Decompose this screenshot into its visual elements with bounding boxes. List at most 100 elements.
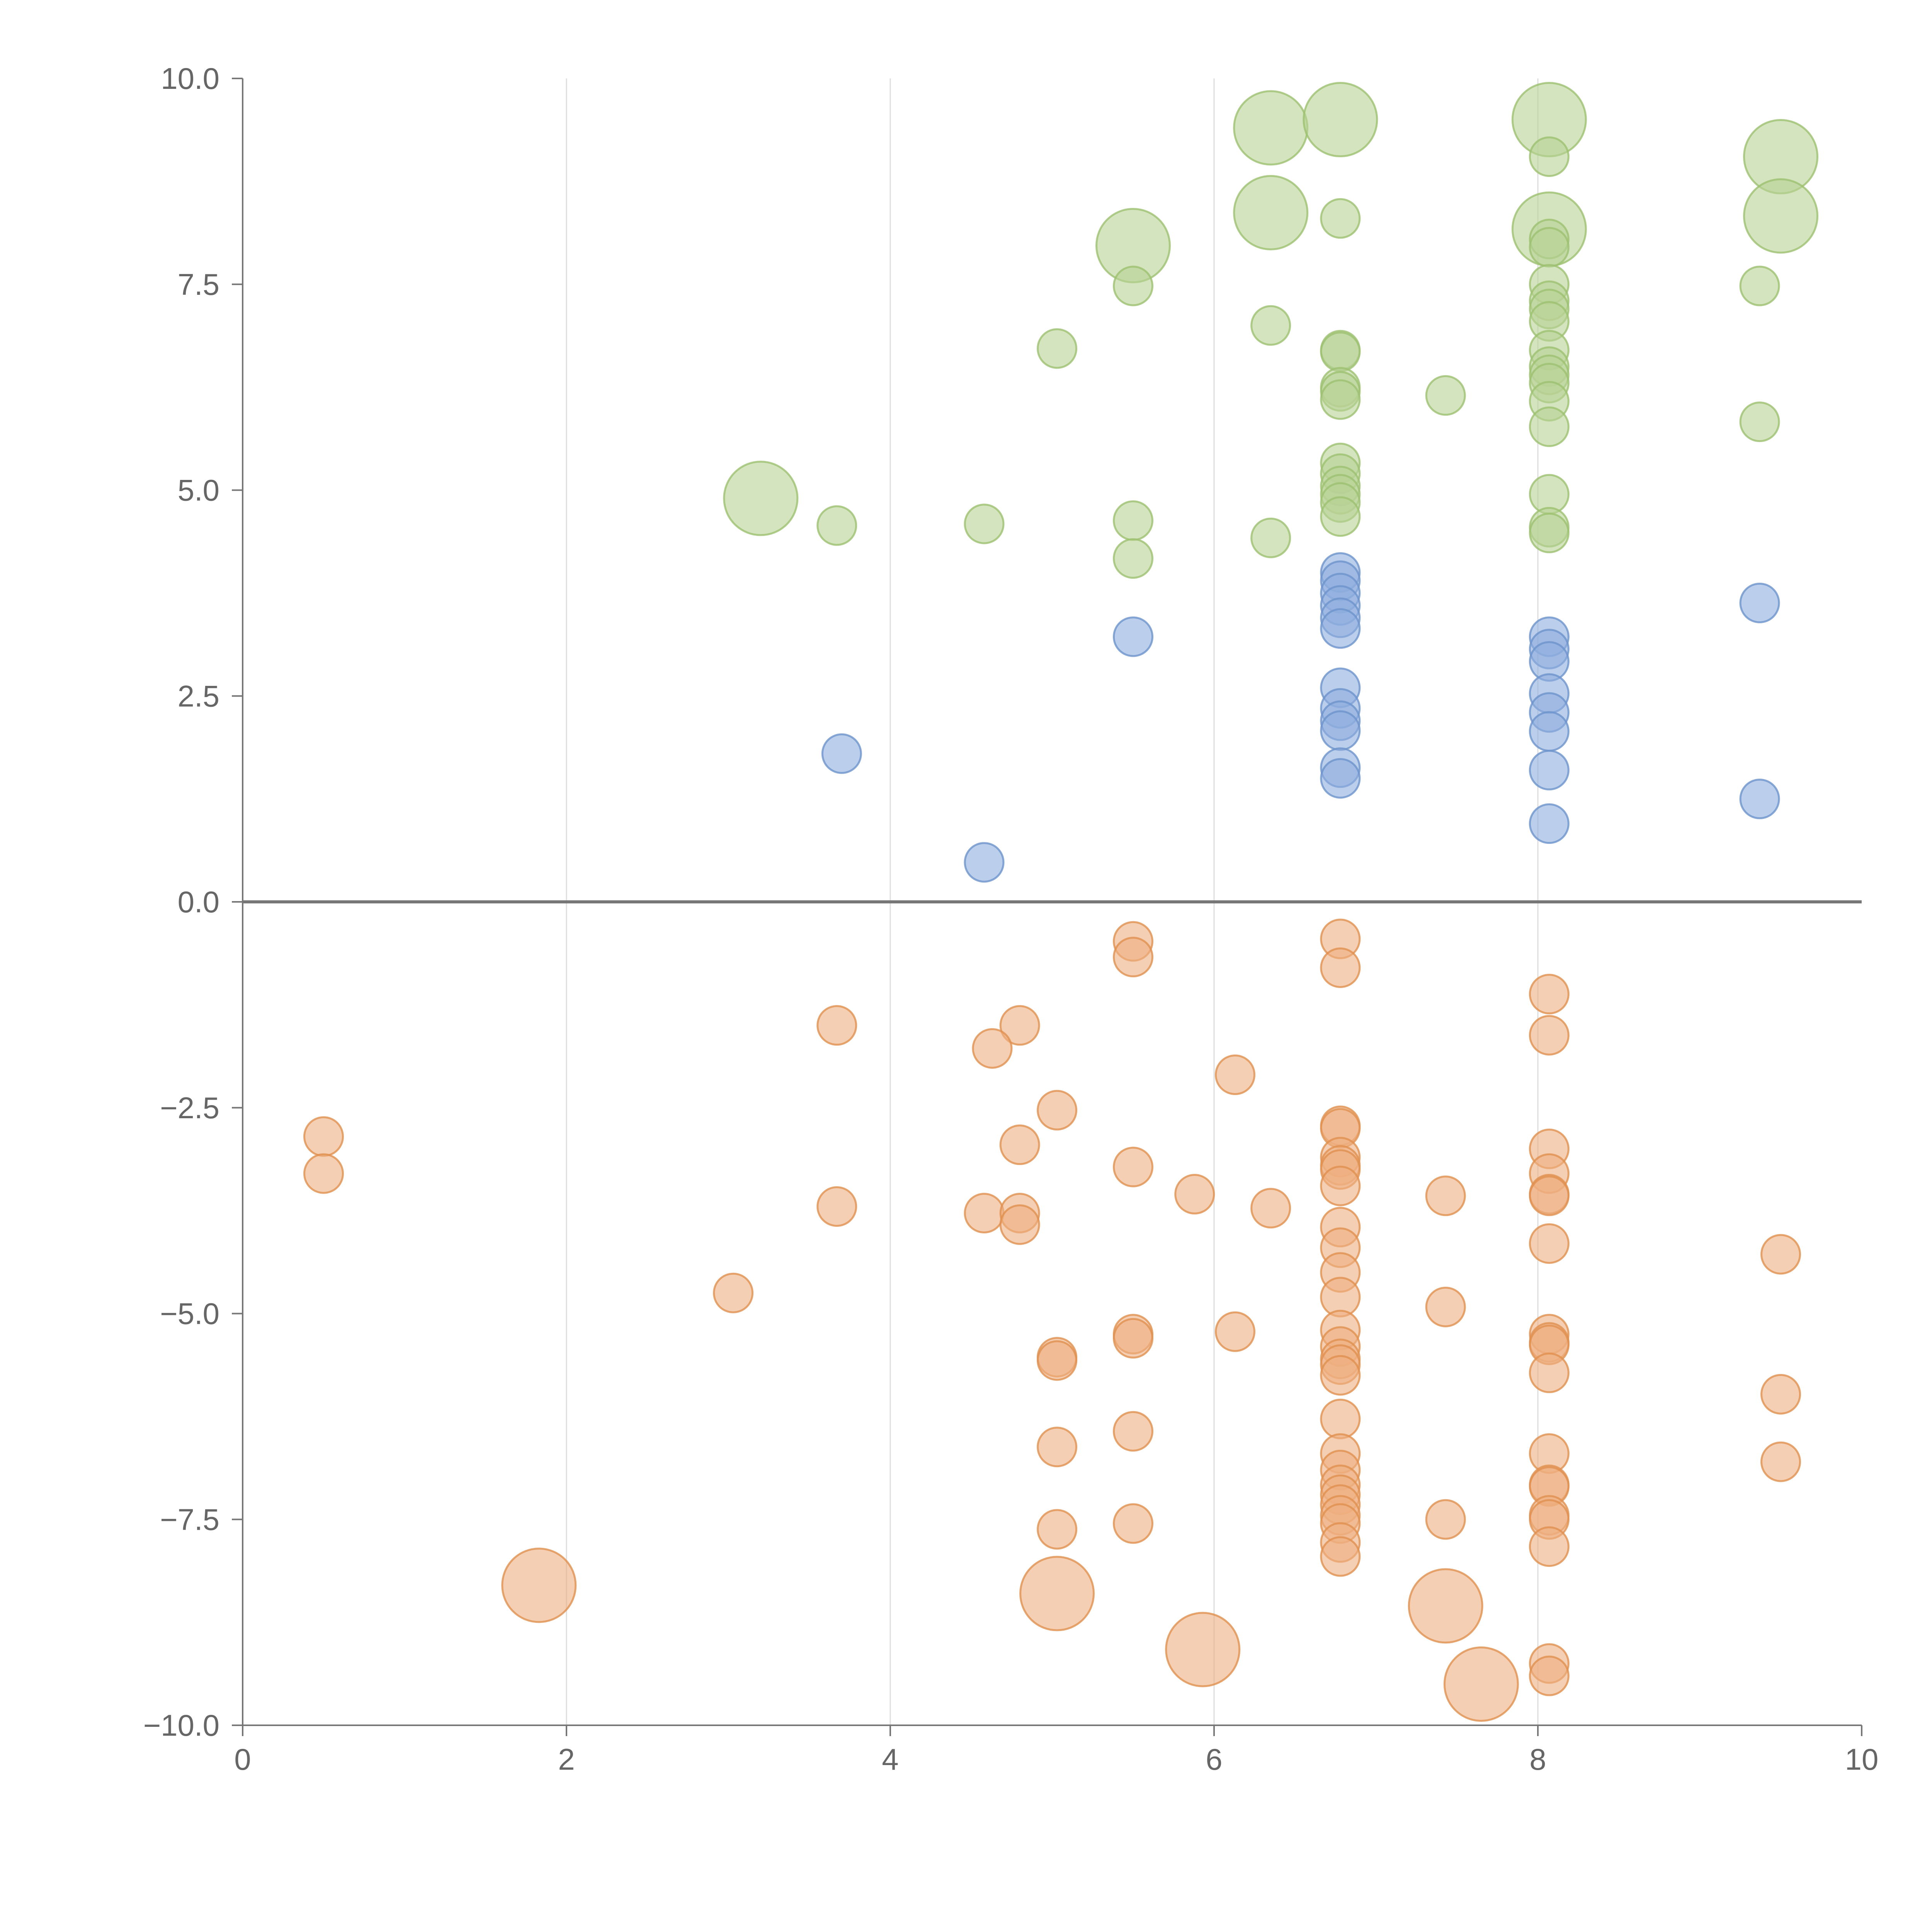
x-tick-label: 0 (234, 1742, 251, 1776)
data-point-blue (1529, 803, 1570, 844)
y-tick-label: 7.5 (178, 267, 219, 301)
data-point-orange (1529, 974, 1570, 1015)
data-point-orange (1320, 1355, 1361, 1396)
data-point-green (1113, 265, 1153, 306)
data-point-orange (816, 1186, 857, 1227)
data-point-orange (1250, 1188, 1291, 1229)
data-point-orange (1113, 1503, 1153, 1544)
y-tick-label: −10.0 (143, 1708, 219, 1742)
data-point-green (1113, 500, 1153, 541)
data-point-orange (1529, 1015, 1570, 1056)
data-point-green (1529, 406, 1570, 447)
x-tick-label: 4 (882, 1742, 898, 1776)
x-tick-label: 10 (1845, 1742, 1879, 1776)
data-point-green (1320, 496, 1361, 537)
data-point-orange (1408, 1568, 1483, 1644)
data-point-orange (1425, 1499, 1466, 1540)
data-point-orange (1760, 1441, 1801, 1482)
data-point-green (816, 505, 857, 546)
data-point-orange (1425, 1286, 1466, 1327)
data-point-green (1037, 328, 1078, 369)
y-tick-label: −7.5 (160, 1502, 219, 1536)
data-point-orange (1760, 1234, 1801, 1275)
data-point-blue (1320, 758, 1361, 799)
data-point-green (1425, 375, 1466, 416)
data-point-blue (1739, 779, 1780, 820)
data-point-green (1529, 512, 1570, 553)
data-point-orange (816, 1005, 857, 1046)
y-tick-label: 5.0 (178, 473, 219, 507)
data-point-orange (1113, 1411, 1153, 1452)
data-point-orange (1214, 1054, 1255, 1095)
data-point-orange (1174, 1174, 1215, 1215)
y-tick-label: −2.5 (160, 1091, 219, 1125)
data-point-orange (1760, 1374, 1801, 1415)
data-point-blue (1320, 608, 1361, 649)
data-point-orange (1529, 1352, 1570, 1393)
data-point-green (1250, 517, 1291, 558)
data-point-green (1250, 305, 1291, 346)
data-point-blue (1529, 750, 1570, 791)
data-point-orange (1443, 1646, 1519, 1722)
data-point-orange (999, 1204, 1040, 1245)
data-point-orange (1320, 1536, 1361, 1577)
y-tick-label: −5.0 (160, 1297, 219, 1331)
data-point-green (1529, 136, 1570, 177)
x-tick-label: 2 (558, 1742, 575, 1776)
data-point-blue (1320, 710, 1361, 751)
x-tick-label: 6 (1206, 1742, 1222, 1776)
data-point-blue (821, 733, 862, 774)
data-point-orange (1320, 1398, 1361, 1439)
data-point-blue (1739, 582, 1780, 623)
y-tick-label: 0.0 (178, 885, 219, 919)
data-point-orange (303, 1153, 344, 1194)
data-point-orange (1529, 1526, 1570, 1567)
data-point-orange (1113, 1146, 1153, 1187)
data-point-green (1739, 265, 1780, 306)
data-point-orange (1037, 1090, 1078, 1131)
data-point-blue (1529, 711, 1570, 752)
data-point-green (1743, 178, 1818, 254)
data-point-blue (964, 842, 1005, 883)
data-point-green (1303, 82, 1378, 158)
data-point-green (723, 461, 799, 536)
data-point-orange (1165, 1612, 1241, 1687)
data-point-orange (1037, 1427, 1078, 1468)
data-point-orange (501, 1548, 577, 1623)
y-tick-label: 10.0 (161, 61, 219, 95)
data-point-green (1739, 401, 1780, 442)
data-point-green (1320, 198, 1361, 239)
data-point-blue (1113, 616, 1153, 657)
data-point-orange (713, 1272, 754, 1313)
data-point-orange (1320, 1165, 1361, 1206)
data-point-green (1320, 379, 1361, 420)
data-point-orange (1037, 1509, 1078, 1550)
data-point-orange (1019, 1556, 1095, 1631)
data-point-orange (972, 1028, 1013, 1069)
axes (232, 78, 1862, 1736)
data-point-orange (999, 1124, 1040, 1165)
data-point-green (1233, 90, 1309, 166)
data-point-orange (1320, 947, 1361, 988)
data-point-green (964, 503, 1005, 544)
data-point-orange (1113, 1318, 1153, 1359)
x-tick-label: 8 (1529, 1742, 1546, 1776)
data-point-orange (1113, 937, 1153, 978)
data-point-orange (1529, 1655, 1570, 1696)
data-point-green (1233, 175, 1309, 250)
data-point-orange (964, 1193, 1005, 1234)
tick-labels: 0 2 4 6 8 10 10.0 7.5 5.0 2.5 0.0 −2.5 −5.0 −7.5 −10.0 (143, 61, 1879, 1776)
data-point-orange (999, 1005, 1040, 1046)
data-point-orange (303, 1116, 344, 1157)
data-point-orange (1529, 1223, 1570, 1264)
data-points (303, 82, 1818, 1722)
data-point-orange (1425, 1175, 1466, 1216)
data-point-orange (1214, 1311, 1255, 1352)
y-tick-label: 2.5 (178, 679, 219, 713)
data-point-green (1529, 227, 1570, 268)
data-point-green (1320, 331, 1361, 372)
data-point-green (1113, 538, 1153, 579)
data-point-orange (1037, 1340, 1078, 1381)
data-point-orange (1529, 1175, 1570, 1216)
